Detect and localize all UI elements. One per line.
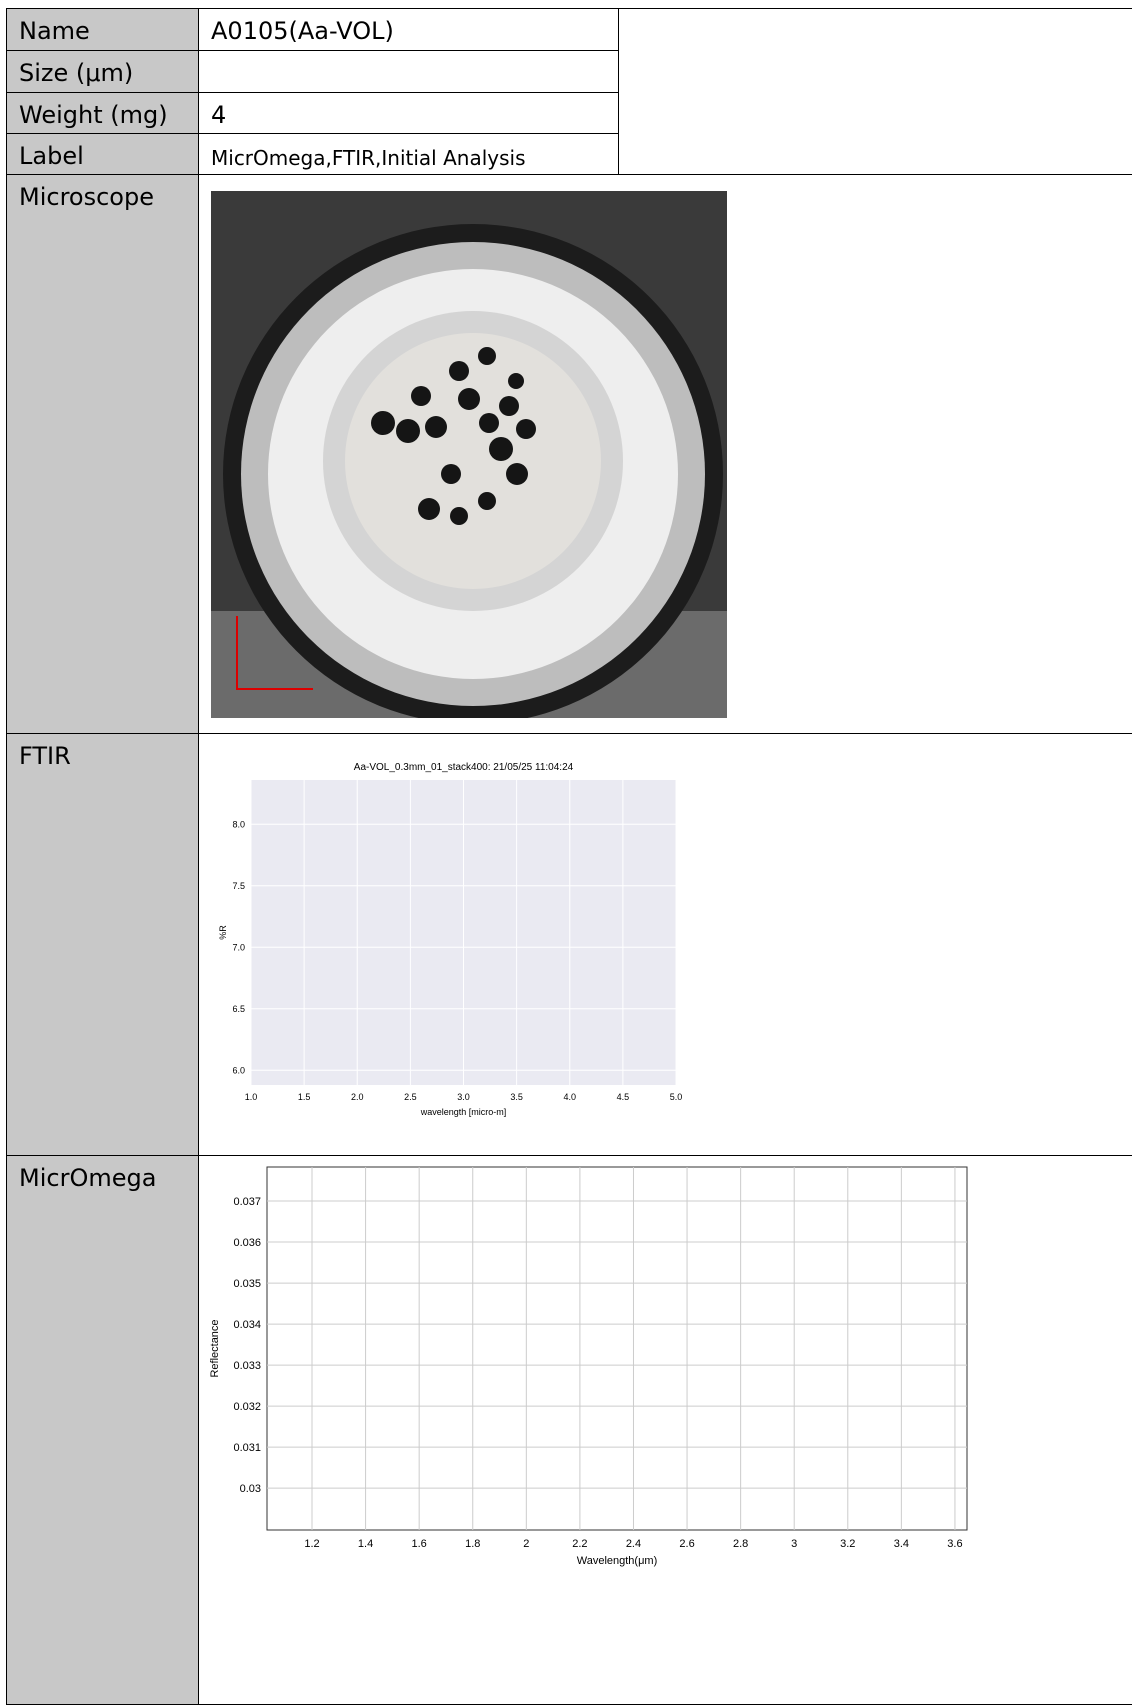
x-tick-label: 2.4 (626, 1538, 641, 1550)
row-label: Microscope (6, 174, 199, 734)
row-label: Label (6, 133, 199, 175)
y-tick-label: 0.031 (233, 1442, 261, 1454)
y-tick-label: 7.5 (232, 881, 245, 891)
x-tick-label: 1.4 (358, 1538, 373, 1550)
y-tick-label: 0.033 (233, 1360, 261, 1372)
y-tick-label: 0.036 (233, 1237, 261, 1249)
x-axis-label: wavelength [micro-m] (420, 1107, 507, 1117)
y-tick-label: 0.037 (233, 1196, 261, 1208)
x-tick-label: 3.2 (840, 1538, 855, 1550)
row-label: FTIR (6, 733, 199, 1156)
x-tick-label: 2.6 (679, 1538, 694, 1550)
row-label: MicrOmega (6, 1155, 199, 1705)
y-axis-label: %R (218, 925, 228, 940)
y-tick-label: 7.0 (232, 942, 245, 952)
y-axis-label: Reflectance (209, 1319, 221, 1377)
x-tick-label: 1.0 (245, 1092, 258, 1102)
x-tick-label: 1.8 (465, 1538, 480, 1550)
row-label: Name (6, 8, 199, 51)
x-tick-label: 2.0 (351, 1092, 364, 1102)
x-tick-label: 1.2 (304, 1538, 319, 1550)
y-tick-label: 0.034 (233, 1319, 261, 1331)
x-tick-label: 3 (791, 1538, 797, 1550)
x-axis-label: Wavelength(μm) (577, 1555, 658, 1567)
x-tick-label: 2.2 (572, 1538, 587, 1550)
row-value: A0105(Aa-VOL) (198, 8, 619, 51)
y-tick-label: 0.032 (233, 1401, 261, 1413)
x-tick-label: 2.8 (733, 1538, 748, 1550)
x-tick-label: 3.4 (894, 1538, 909, 1550)
microscope-photo (211, 191, 727, 718)
top-border (618, 8, 1132, 9)
y-tick-label: 8.0 (232, 819, 245, 829)
x-tick-label: 3.0 (457, 1092, 470, 1102)
x-tick-label: 4.0 (563, 1092, 576, 1102)
x-tick-label: 3.6 (947, 1538, 962, 1550)
y-tick-label: 0.03 (240, 1483, 261, 1495)
y-tick-label: 6.5 (232, 1004, 245, 1014)
x-tick-label: 4.5 (617, 1092, 630, 1102)
x-tick-label: 5.0 (670, 1092, 683, 1102)
y-tick-label: 6.0 (232, 1065, 245, 1075)
x-tick-label: 2 (523, 1538, 529, 1550)
x-tick-label: 1.6 (412, 1538, 427, 1550)
x-tick-label: 3.5 (510, 1092, 523, 1102)
row-label: Weight (mg) (6, 92, 199, 134)
x-tick-label: 2.5 (404, 1092, 417, 1102)
row-label: Size (μm) (6, 50, 199, 93)
chart-title: Aa-VOL_0.3mm_01_stack400: 21/05/25 11:04… (354, 762, 574, 773)
plot-area (266, 1166, 968, 1531)
x-tick-label: 1.5 (298, 1092, 311, 1102)
y-tick-label: 0.035 (233, 1278, 261, 1290)
